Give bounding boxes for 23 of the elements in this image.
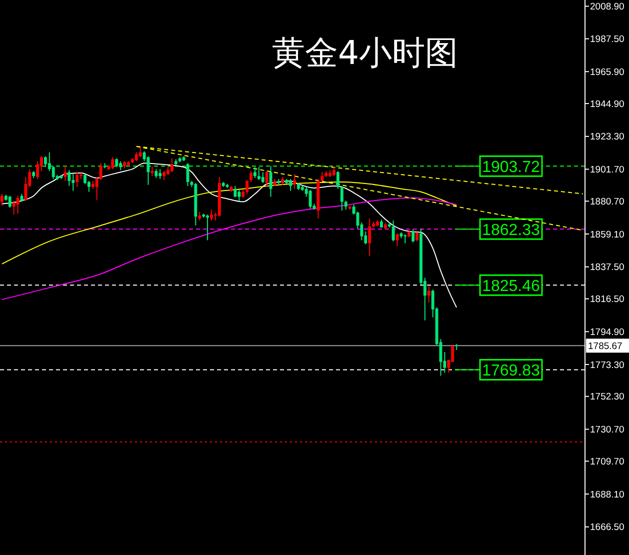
ref-line-label: 1769.83	[482, 362, 540, 380]
y-tick-label: 2008.90	[590, 2, 624, 13]
text: 黄金4小时图	[272, 33, 458, 72]
y-tick-label: 1709.70	[590, 456, 624, 468]
ref-line-label: 1903.72	[482, 158, 540, 176]
y-tick-label: 1794.90	[590, 326, 624, 338]
y-tick-label: 1688.10	[590, 489, 624, 500]
y-tick-label: 1944.90	[590, 98, 624, 110]
ref-line-label: 1785.67	[588, 340, 622, 352]
y-tick-label: 1752.30	[590, 392, 624, 403]
y-tick-label: 1987.50	[590, 34, 624, 46]
y-tick-label: 1816.50	[590, 294, 624, 306]
y-tick-label: 1773.30	[590, 360, 624, 371]
y-tick-label: 1923.30	[590, 132, 624, 143]
y-tick-label: 1859.10	[590, 229, 624, 240]
ref-line-label: 1825.46	[482, 278, 540, 295]
y-tick-label: 1837.50	[590, 262, 624, 274]
y-tick-label: 1901.70	[590, 164, 624, 176]
y-tick-label: 1880.70	[590, 196, 624, 208]
ref-line-label: 1862.33	[482, 222, 540, 239]
y-tick-label: 1666.50	[590, 522, 624, 534]
y-tick-label: 1965.90	[590, 66, 624, 78]
y-tick-label: 1730.70	[590, 424, 624, 436]
